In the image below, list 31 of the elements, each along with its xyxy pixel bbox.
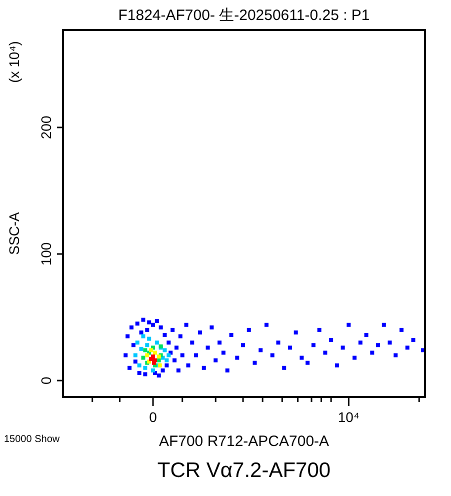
text: TCR Vα7.2-AF700 xyxy=(157,459,331,482)
x-axis-title: AF700 R712-APCA700-A xyxy=(158,433,330,450)
point xyxy=(151,368,156,372)
point xyxy=(152,360,156,365)
point xyxy=(156,358,161,362)
point xyxy=(147,336,152,341)
point xyxy=(141,356,146,360)
chart-title: F1824-AF700- 生-20250611-0.25 : P1 xyxy=(118,7,370,24)
point xyxy=(141,334,146,338)
y-tick-label: 100 xyxy=(38,242,54,266)
point xyxy=(143,366,148,370)
y-tick-label: 200 xyxy=(38,116,54,140)
point xyxy=(139,346,144,351)
y-tick-label: 0 xyxy=(38,376,54,384)
point xyxy=(151,354,156,359)
x-tick-label: 10⁴ xyxy=(338,409,360,425)
point xyxy=(149,348,154,352)
point xyxy=(166,353,171,358)
point xyxy=(164,358,169,362)
point xyxy=(162,348,167,352)
point xyxy=(152,350,157,355)
point xyxy=(145,343,150,348)
point xyxy=(133,353,138,358)
point xyxy=(143,348,148,352)
text: (x 10⁴) xyxy=(6,41,22,83)
text: 15000 Show xyxy=(4,434,60,445)
point xyxy=(137,363,142,368)
point xyxy=(145,353,150,358)
point xyxy=(135,340,140,345)
point xyxy=(154,340,159,345)
y-axis-title: SSC-A xyxy=(6,211,22,255)
